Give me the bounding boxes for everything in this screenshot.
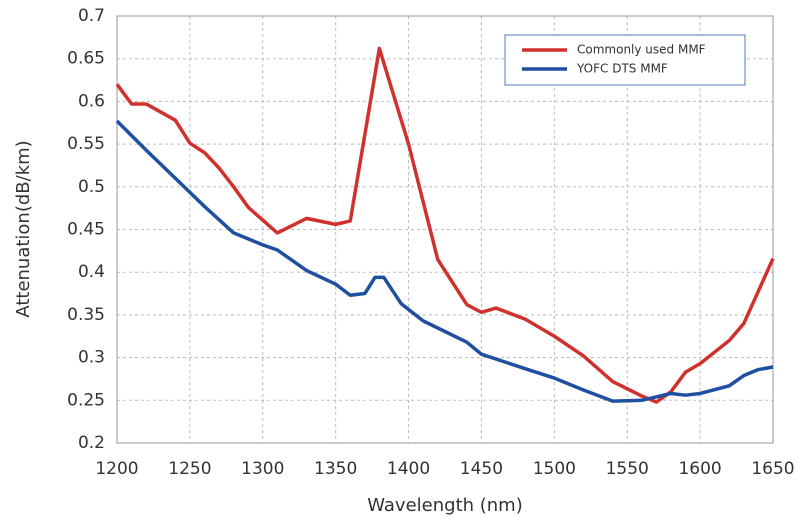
y-tick-label: 0.3 (78, 348, 105, 368)
y-tick-label: 0.25 (67, 390, 105, 410)
y-tick-label: 0.5 (78, 177, 105, 197)
y-tick-label: 0.4 (78, 262, 105, 282)
x-tick-label: 1300 (241, 459, 284, 479)
x-axis-title: Wavelength (nm) (367, 495, 523, 516)
y-tick-label: 0.55 (67, 134, 105, 154)
legend-label: Commonly used MMF (577, 43, 706, 57)
y-tick-label: 0.6 (78, 91, 105, 111)
x-tick-label: 1450 (460, 459, 503, 479)
x-tick-label: 1500 (533, 459, 576, 479)
line (115, 119, 774, 403)
legend-box (504, 34, 746, 86)
x-tick-label: 1600 (678, 459, 721, 479)
x-tick-label: 1400 (387, 459, 430, 479)
legend-label: YOFC DTS MMF (576, 62, 668, 76)
y-tick-label: 0.65 (67, 49, 105, 69)
x-tick-label: 1650 (751, 459, 794, 479)
plot-frame (116, 15, 774, 444)
x-tick-label: 1350 (314, 459, 357, 479)
x-tick-label: 1200 (95, 459, 138, 479)
y-tick-label: 0.45 (67, 220, 105, 240)
x-tick-label: 1550 (606, 459, 649, 479)
y-tick-label: 0.2 (78, 433, 105, 453)
y-tick-label: 0.7 (78, 6, 105, 26)
x-tick-label: 1250 (168, 459, 211, 479)
y-axis-title: Attenuation(dB/km) (13, 140, 34, 317)
y-tick-label: 0.35 (67, 305, 105, 325)
